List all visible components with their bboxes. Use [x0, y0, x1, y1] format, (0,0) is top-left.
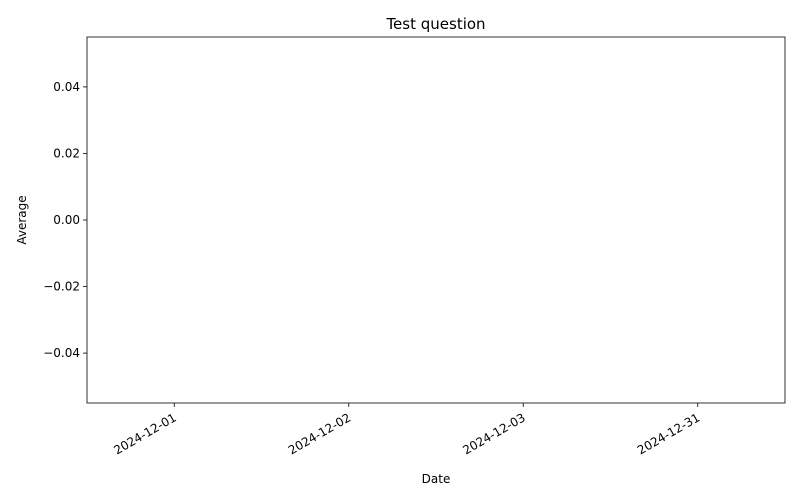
x-axis-label: Date: [422, 472, 451, 486]
y-tick-label: 0.04: [53, 80, 80, 94]
y-tick-label: −0.02: [43, 280, 80, 294]
y-tick-label: 0.00: [53, 213, 80, 227]
chart-title: Test question: [385, 15, 485, 33]
y-axis-label: Average: [15, 195, 29, 244]
y-tick-label: 0.02: [53, 146, 80, 160]
y-tick-label: −0.04: [43, 346, 80, 360]
